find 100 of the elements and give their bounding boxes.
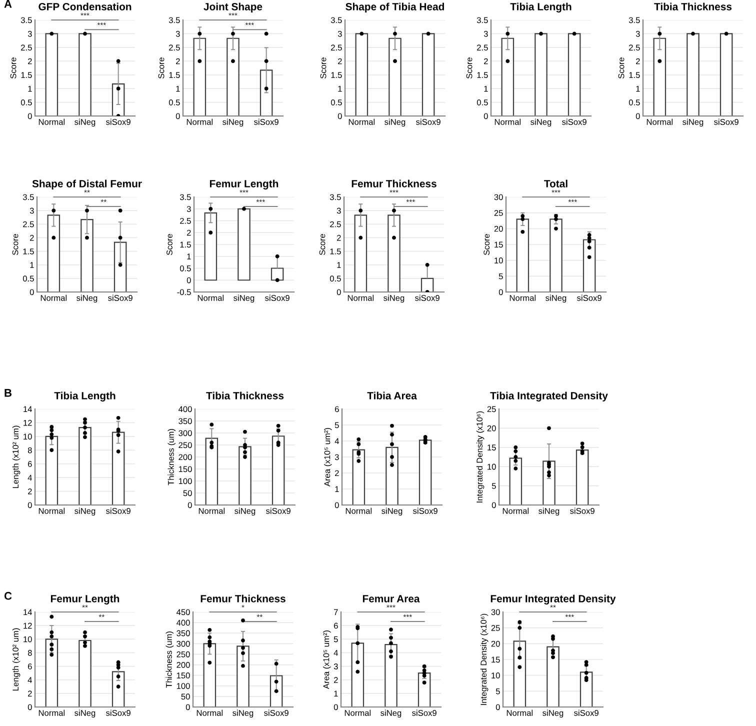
bar xyxy=(238,446,252,505)
y-tick-label: 3 xyxy=(176,30,180,37)
x-tick-label: Normal xyxy=(198,294,224,301)
y-tick-label: 4 xyxy=(334,650,338,656)
x-tick-label: Normal xyxy=(510,294,536,301)
x-tick-label: Normal xyxy=(198,508,225,514)
chart-title: Tibia Thickness xyxy=(206,392,284,400)
y-tick-label: 0 xyxy=(30,289,34,296)
x-tick-label: siNeg xyxy=(546,294,566,303)
chart-title: GFP Condensation xyxy=(38,2,132,10)
y-tick-label: 1 xyxy=(187,254,191,260)
y-tick-label: 15 xyxy=(488,444,496,450)
bar xyxy=(47,214,60,292)
x-tick-label: siSox9 xyxy=(265,294,290,301)
y-tick-label: 0.5 xyxy=(628,99,640,106)
y-tick-label: 25 xyxy=(487,406,496,412)
y-axis-title: Thickness (um) xyxy=(166,632,174,688)
x-tick-label: siNeg xyxy=(382,508,402,516)
y-tick-label: 12 xyxy=(24,420,32,426)
x-tick-label: siNeg xyxy=(74,508,96,516)
y-tick-label: 1 xyxy=(337,262,341,268)
y-tick-label: 3.5 xyxy=(330,194,341,200)
y-tick-label: 2.5 xyxy=(331,44,342,51)
y-tick-label: 0 xyxy=(176,113,180,120)
bar xyxy=(114,242,127,292)
y-tick-label: 6 xyxy=(334,622,338,629)
y-tick-label: 300 xyxy=(178,430,192,436)
y-tick-label: -0.5 xyxy=(177,289,191,296)
y-tick-label: 400 xyxy=(176,620,190,626)
text: A xyxy=(4,0,12,8)
y-tick-label: 6 xyxy=(28,461,32,467)
y-tick-label: 2 xyxy=(484,58,488,64)
bar xyxy=(352,449,366,505)
text: B xyxy=(4,389,12,397)
y-tick-label: 300 xyxy=(176,640,190,647)
y-tick-label: 0 xyxy=(186,704,190,710)
y-axis-title: Score xyxy=(10,57,16,79)
y-tick-label: 3 xyxy=(28,30,32,37)
y-tick-label: 200 xyxy=(176,662,190,668)
y-tick-label: 14 xyxy=(24,609,32,616)
y-tick-label: 3 xyxy=(30,208,34,214)
y-tick-label: 2.5 xyxy=(477,44,488,51)
bar xyxy=(418,672,431,707)
x-tick-label: siNeg xyxy=(234,508,256,516)
bar xyxy=(204,212,218,281)
y-axis-title: Score xyxy=(320,57,326,79)
y-tick-label: 0 xyxy=(338,113,342,120)
x-tick-label: siNeg xyxy=(384,294,404,303)
bar xyxy=(78,640,92,707)
x-tick-label: siSox9 xyxy=(106,508,130,514)
y-tick-label: 0 xyxy=(186,277,191,284)
chart-title: Femur Thickness xyxy=(200,594,286,602)
y-tick-label: 1.5 xyxy=(21,72,32,78)
y-tick-label: 0 xyxy=(496,704,500,710)
y-tick-label: 2.5 xyxy=(330,221,341,228)
x-tick-label: siNeg xyxy=(542,710,564,718)
chart-title: Tibia Length xyxy=(510,2,572,12)
chart-title: Shape of Distal Femur xyxy=(32,180,142,190)
y-tick-label: 0.5 xyxy=(476,99,488,106)
y-tick-label: 20 xyxy=(491,640,500,647)
chart-title: Femur Area xyxy=(362,595,420,602)
y-tick-label: 8 xyxy=(28,447,32,454)
x-tick-label: siNeg xyxy=(380,710,402,718)
y-axis-title: Area (x10⁵ um²) xyxy=(324,428,332,486)
y-tick-label: 2 xyxy=(337,234,341,241)
y-tick-label: 2 xyxy=(30,234,34,241)
y-tick-label: 4 xyxy=(28,677,32,683)
y-tick-label: 0.5 xyxy=(168,99,180,106)
y-tick-label: 3.5 xyxy=(20,17,32,24)
y-tick-label: 25 xyxy=(494,210,503,216)
x-tick-label: Normal xyxy=(38,508,65,514)
bar xyxy=(45,436,58,505)
y-tick-label: 10 xyxy=(24,636,32,642)
y-tick-label: 3.5 xyxy=(180,194,191,200)
y-tick-label: 2 xyxy=(636,58,640,64)
bar xyxy=(509,458,522,505)
x-tick-label: siSox9 xyxy=(266,508,290,514)
text: C xyxy=(4,592,12,600)
y-tick-label: 0 xyxy=(636,113,640,120)
chart-title: Total xyxy=(544,180,568,188)
y-tick-label: 2.5 xyxy=(180,218,191,224)
x-tick-label: siSox9 xyxy=(415,294,440,301)
bar xyxy=(386,446,398,505)
y-tick-label: 0.5 xyxy=(330,276,341,282)
y-tick-label: 0 xyxy=(336,289,341,296)
y-axis-title: Area (x10⁵ um²) xyxy=(323,630,331,689)
y-tick-label: 0 xyxy=(334,502,339,508)
x-tick-label: siSox9 xyxy=(714,118,738,125)
y-tick-label: 0.5 xyxy=(180,265,191,272)
y-tick-label: 0.5 xyxy=(20,99,32,106)
y-tick-label: 5 xyxy=(496,688,500,694)
y-tick-label: 450 xyxy=(176,609,190,616)
bar xyxy=(45,638,58,707)
y-axis-title: Length (x10² um) xyxy=(12,628,20,691)
y-tick-label: 20 xyxy=(487,425,496,432)
y-axis-title: Score xyxy=(12,234,18,256)
chart-title: Tibia Area xyxy=(367,392,417,400)
y-tick-label: 0 xyxy=(188,502,192,508)
y-tick-label: 1 xyxy=(636,86,640,92)
bar xyxy=(418,440,432,505)
